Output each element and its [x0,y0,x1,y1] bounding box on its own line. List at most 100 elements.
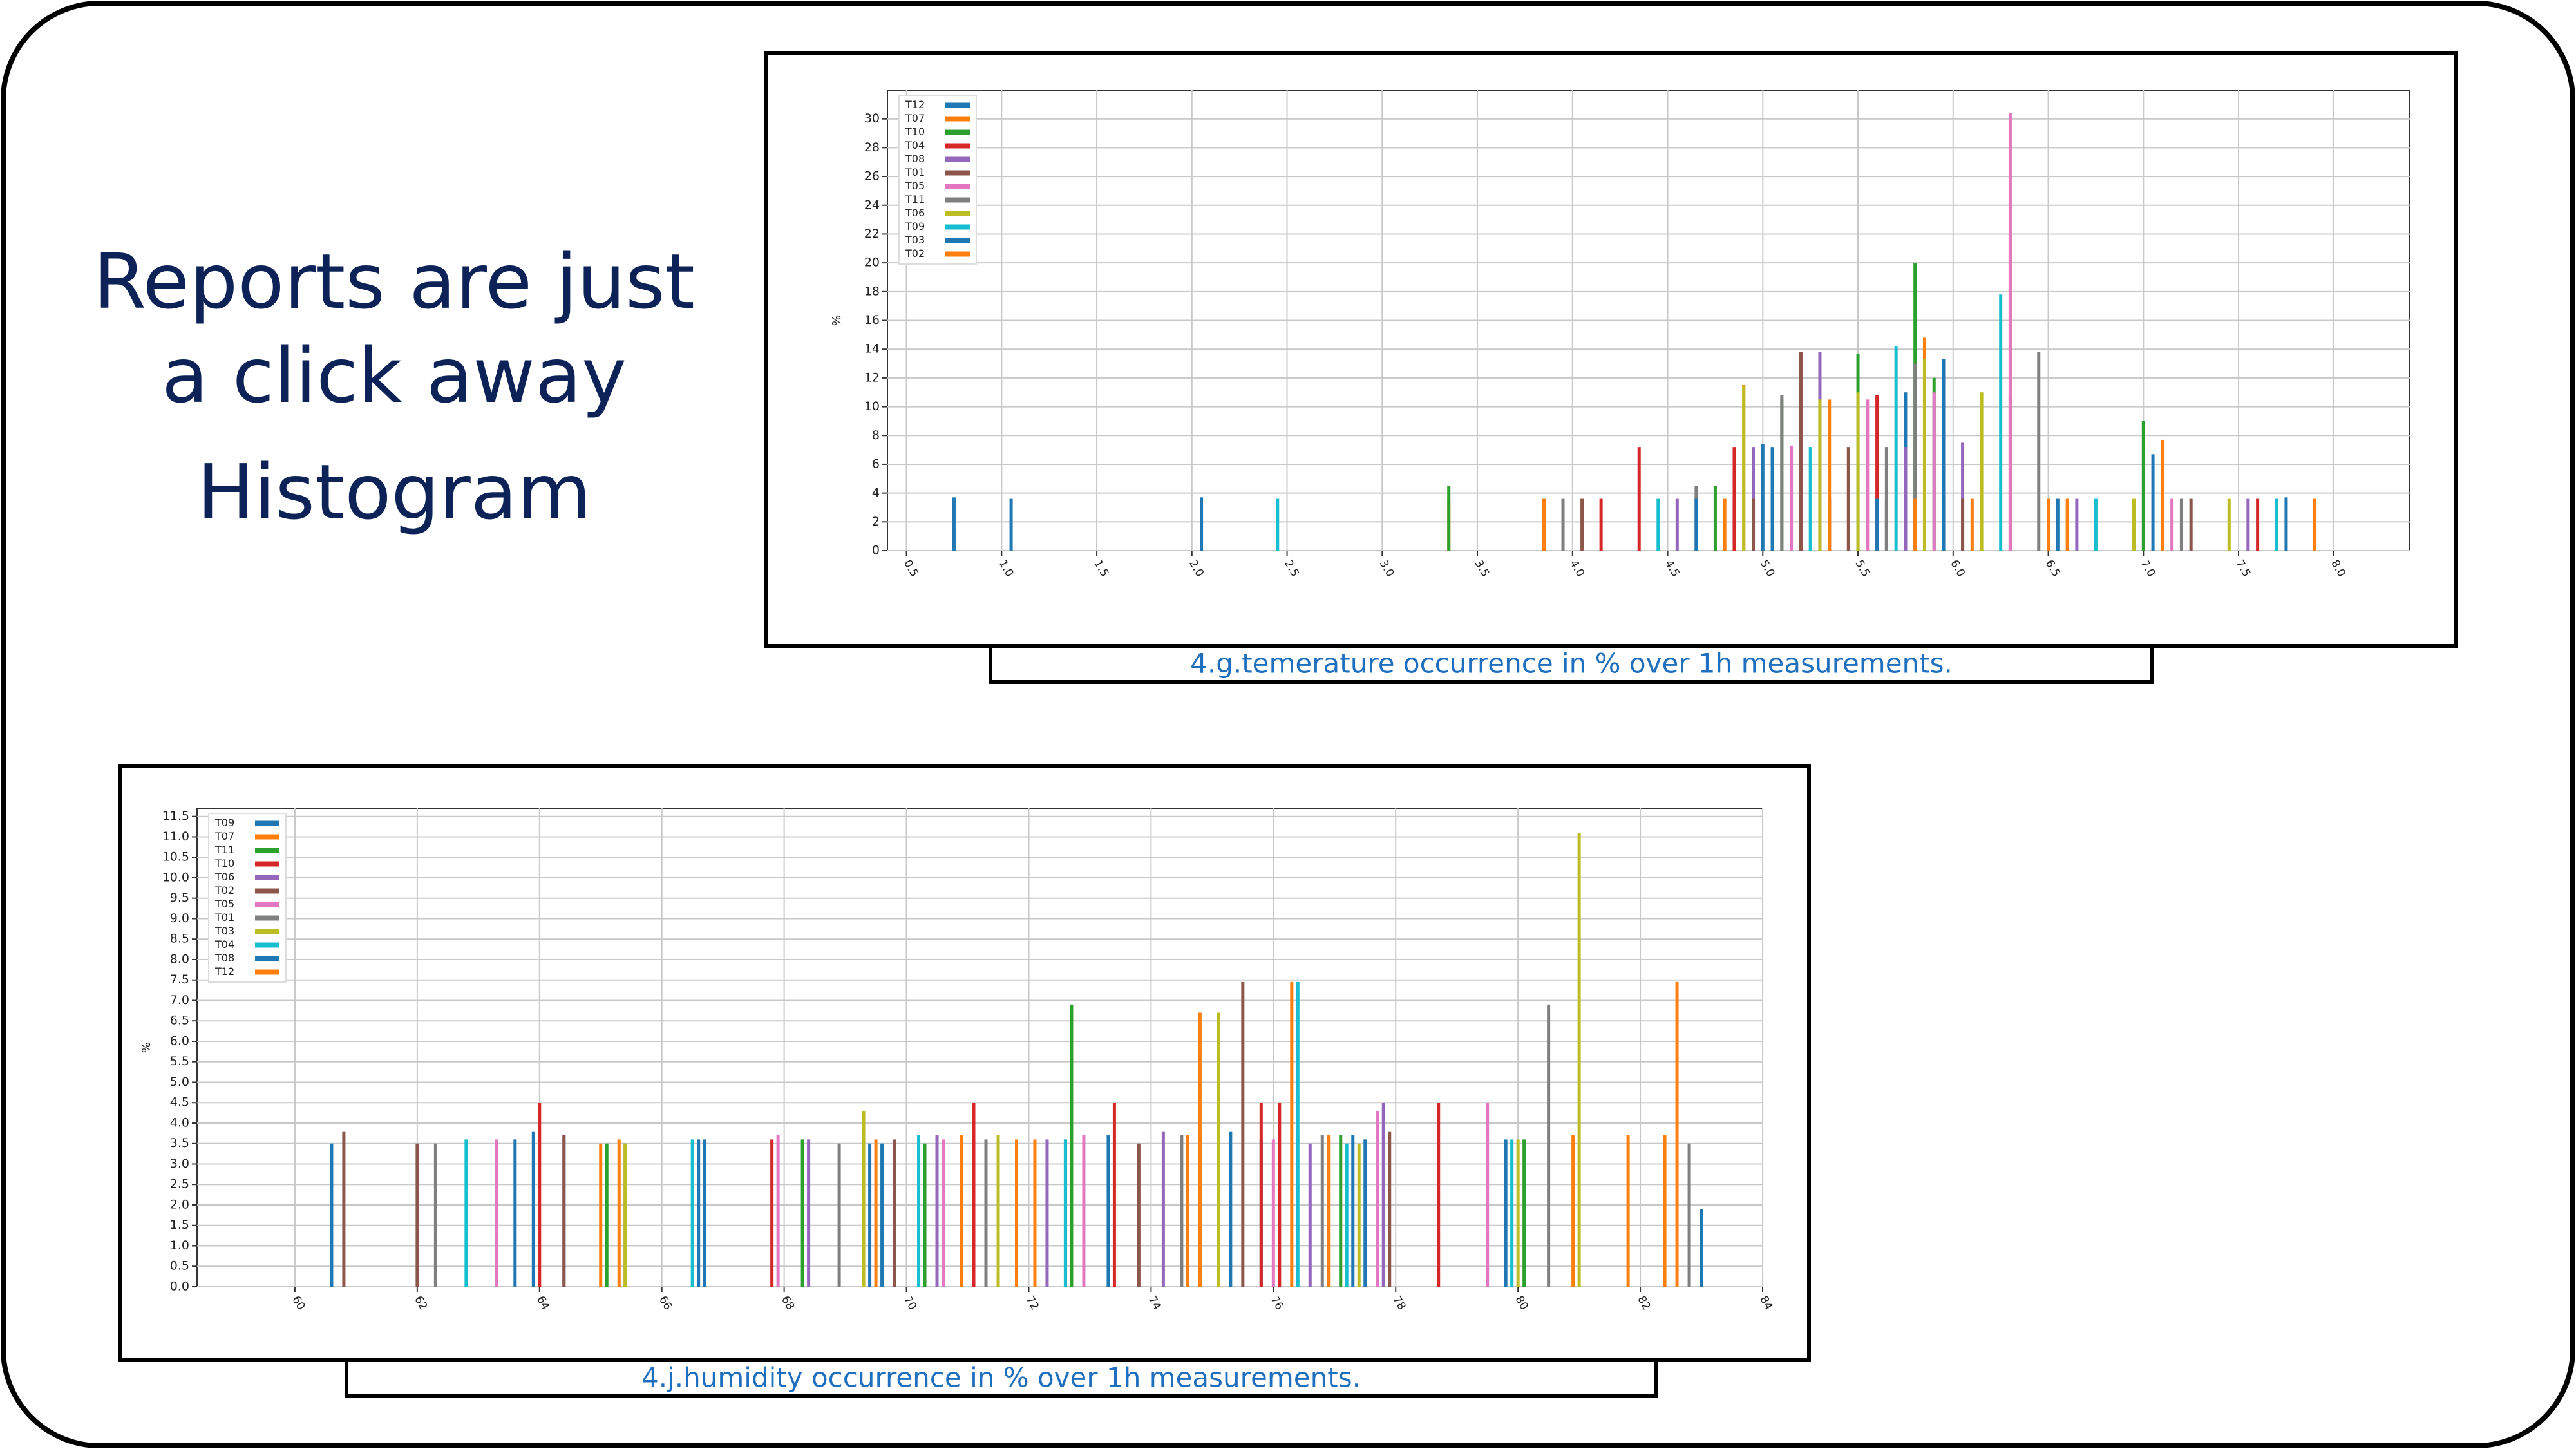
bar [1723,498,1727,551]
bar [1547,1004,1551,1287]
bar [2141,421,2145,551]
bar [1828,498,1832,551]
bar [1770,447,1774,551]
legend-swatch [945,156,970,162]
bar [1276,498,1280,551]
bar [1942,359,1946,551]
bar [1345,1143,1349,1287]
bar [1875,395,1879,551]
y-tick-label: 3.0 [170,1157,189,1171]
bar [1571,1135,1575,1287]
y-tick-label: 2.5 [170,1177,189,1191]
bar [1663,1135,1667,1287]
bar [952,497,956,551]
y-tick-label: 4.5 [170,1095,189,1110]
bar [1980,392,1984,551]
bar [942,1139,945,1287]
legend-label: T09 [214,817,234,829]
bar [2179,498,2183,551]
legend-label: T03 [214,925,234,937]
legend-label: T01 [214,911,234,923]
bar [837,1143,841,1287]
bar [2246,498,2250,551]
y-tick-label: 1.5 [170,1218,189,1232]
bar [2132,498,2136,551]
legend-label: T11 [905,193,925,205]
bar [2008,113,2012,551]
legend-label: T11 [214,844,234,856]
bar [1106,1135,1110,1287]
bar [1713,486,1717,551]
y-tick-label: 9.5 [170,891,189,905]
y-tick-label: 2 [872,515,880,529]
bar [917,1135,921,1287]
bar [1580,498,1584,551]
bar [1542,498,1546,551]
bar [1687,1143,1691,1287]
bar [1009,498,1013,551]
legend-swatch [255,848,279,853]
y-tick-label: 11.5 [162,809,189,823]
bar [972,1103,976,1287]
bar [2161,439,2164,551]
bar [531,1131,535,1287]
y-tick-label: 18 [864,284,880,298]
bar [1752,498,1756,551]
bar [1561,498,1565,551]
bar [2275,498,2278,551]
bar [697,1139,701,1287]
bar [880,1143,884,1287]
bar [2075,498,2079,551]
bar [800,1139,804,1287]
legend-label: T12 [214,965,234,978]
y-tick-label: 12 [864,370,880,384]
y-tick-label: 4 [872,486,880,500]
y-tick-label: 7.0 [170,993,189,1007]
bar [1510,1139,1514,1287]
bar [1180,1135,1184,1287]
bar [1942,498,1946,551]
bar [495,1139,498,1287]
y-tick-label: 11.0 [162,829,189,844]
bar [1112,1103,1116,1287]
bar [562,1135,566,1287]
legend-swatch [945,197,970,203]
bar [1296,981,1300,1287]
y-tick-label: 14 [864,342,880,356]
bar [1504,1139,1508,1287]
legend-swatch [945,102,970,108]
legend-swatch [255,915,279,921]
bar [1932,392,1936,551]
bar [1486,1103,1490,1287]
bar [1339,1135,1343,1287]
y-tick-label: 5.0 [170,1075,189,1089]
bar [538,1103,542,1287]
legend-label: T08 [214,952,234,964]
y-tick-label: 20 [864,256,880,270]
bar [2313,498,2316,551]
y-tick-label: 26 [864,169,880,184]
y-tick-label: 10.5 [162,850,189,864]
bar [2189,498,2193,551]
legend-swatch [945,251,970,257]
bar [1320,1135,1324,1287]
bar [330,1143,334,1287]
y-tick-label: 16 [864,313,880,327]
y-axis-label: % [830,315,844,326]
legend-swatch [945,211,970,216]
y-tick-label: 8.5 [170,932,189,946]
legend-label: T02 [214,884,234,896]
legend-label: T04 [214,938,234,951]
bar [874,1139,878,1287]
legend-swatch [945,238,970,243]
legend-label: T08 [905,153,925,165]
legend-swatch [255,875,279,880]
legend-swatch [255,956,279,961]
bar [1732,447,1736,551]
bar [1327,1135,1331,1287]
bar [1271,1139,1275,1287]
bar [2056,498,2060,551]
bar [1388,1131,1392,1287]
y-tick-label: 30 [864,111,880,126]
